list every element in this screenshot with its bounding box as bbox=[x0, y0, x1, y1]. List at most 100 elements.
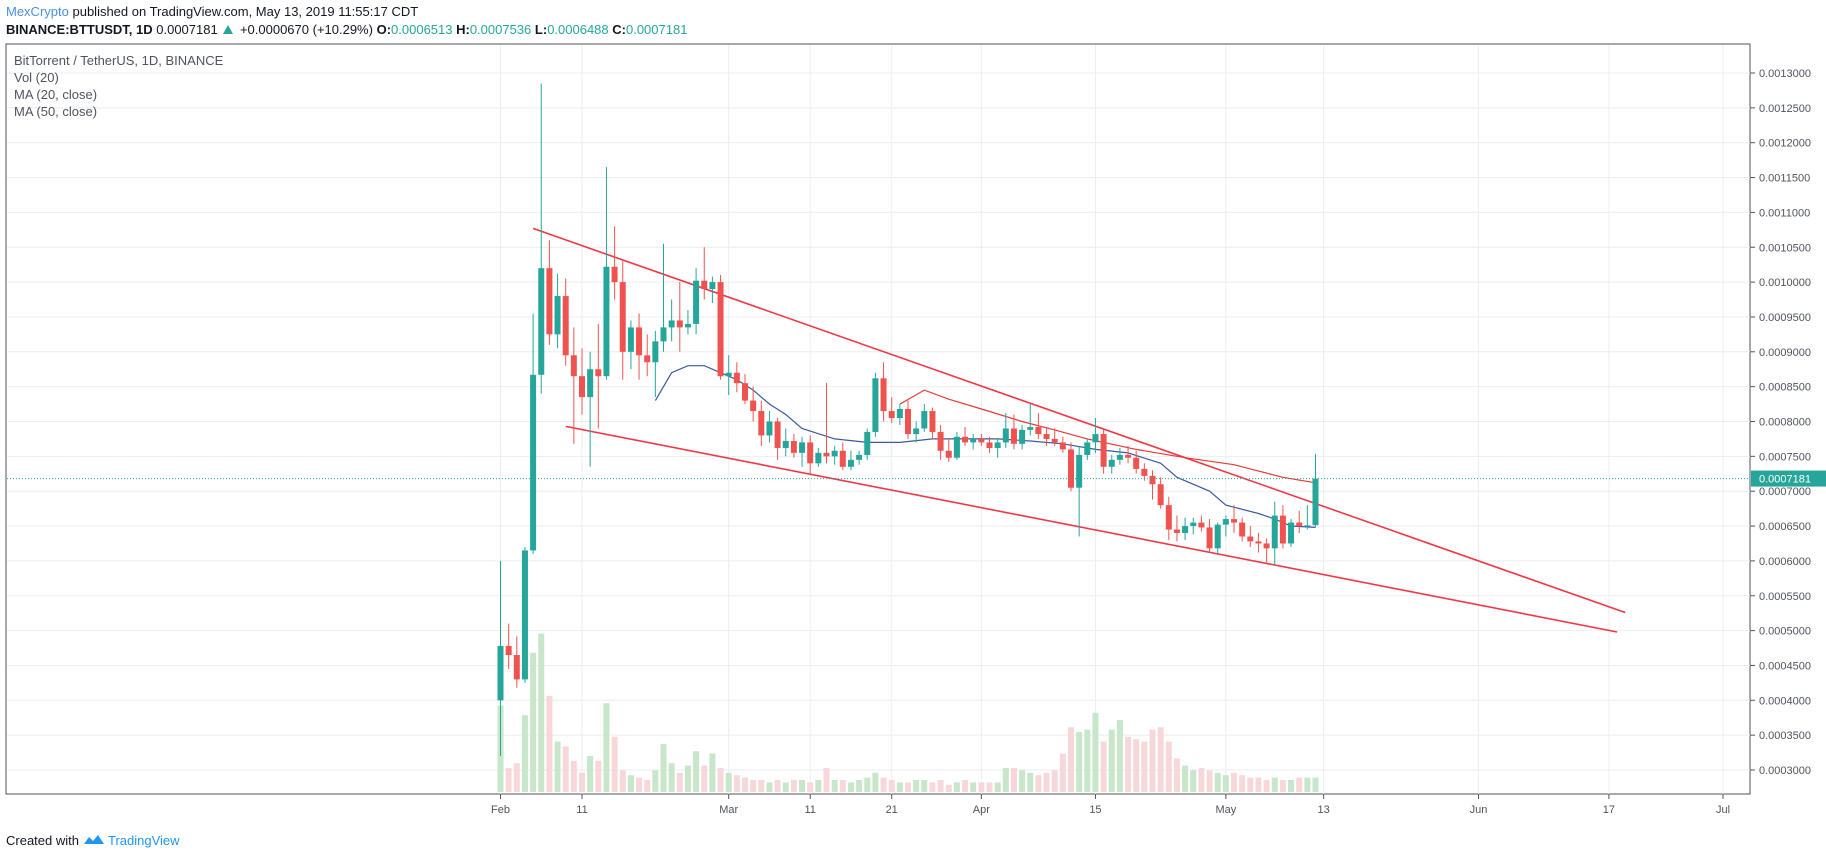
volume-bar bbox=[1149, 729, 1156, 792]
candle-body bbox=[872, 378, 879, 432]
volume-bar bbox=[1312, 777, 1319, 792]
candle-body bbox=[1304, 525, 1311, 527]
candle-body bbox=[1312, 478, 1319, 526]
volume-bar bbox=[847, 782, 854, 792]
volume-bar bbox=[619, 770, 626, 792]
ma20-line bbox=[654, 365, 1316, 528]
volume-bar bbox=[962, 780, 969, 792]
candle-body bbox=[896, 408, 903, 419]
volume-bar bbox=[1010, 768, 1017, 792]
x-tick-label: Apr bbox=[973, 804, 990, 816]
candle-body bbox=[1263, 543, 1270, 549]
y-tick-label: 0.0003500 bbox=[1759, 730, 1811, 742]
legend-ma20[interactable]: MA (20, close) bbox=[14, 87, 98, 102]
legend-ma50[interactable]: MA (50, close) bbox=[14, 104, 98, 119]
volume-bar bbox=[1100, 741, 1107, 792]
candle-body bbox=[937, 431, 944, 451]
volume-bar bbox=[1125, 736, 1132, 792]
candle-body bbox=[831, 450, 838, 457]
volume-bar bbox=[864, 777, 871, 792]
candle-body bbox=[644, 355, 651, 363]
candle-body bbox=[839, 450, 846, 467]
symbol-label: BINANCE:BTTUSDT, 1D bbox=[6, 22, 153, 37]
candle-body bbox=[579, 376, 585, 398]
volume-bar bbox=[888, 780, 895, 792]
candle-body bbox=[1108, 459, 1115, 467]
candle-body bbox=[913, 428, 920, 435]
volume-bar bbox=[1222, 775, 1229, 792]
candle-body bbox=[1084, 442, 1091, 455]
volume-bar bbox=[1051, 770, 1058, 792]
volume-bar bbox=[1157, 727, 1164, 792]
trend-line bbox=[532, 227, 1626, 614]
x-tick-label: Feb bbox=[491, 804, 510, 816]
last-price-label: 0.0007181 bbox=[1759, 474, 1811, 486]
candle-body bbox=[766, 421, 773, 436]
candle-body bbox=[953, 436, 960, 458]
candle-body bbox=[652, 341, 659, 363]
candle-body bbox=[530, 374, 537, 551]
candle-body bbox=[970, 438, 977, 443]
volume-bar bbox=[1116, 720, 1123, 792]
volume-bar bbox=[782, 782, 789, 792]
candle-body bbox=[668, 320, 675, 328]
close-value: 0.0007181 bbox=[625, 22, 688, 37]
y-tick-label: 0.0013000 bbox=[1759, 68, 1811, 80]
volume-bar bbox=[644, 780, 651, 792]
volume-bar bbox=[513, 763, 520, 792]
candle-body bbox=[611, 266, 618, 283]
open-value: 0.0006513 bbox=[391, 22, 453, 37]
candle-body bbox=[774, 421, 781, 448]
volume-bar bbox=[1141, 741, 1148, 792]
candle-body bbox=[905, 408, 911, 435]
candle-body bbox=[847, 459, 854, 467]
volume-bar bbox=[831, 780, 838, 792]
candle-body bbox=[1100, 434, 1107, 467]
candle-body bbox=[725, 372, 732, 377]
volume-bar bbox=[937, 780, 944, 792]
y-tick-label: 0.0012500 bbox=[1759, 103, 1811, 115]
volume-bar bbox=[774, 780, 781, 792]
x-tick-label: Jul bbox=[1716, 804, 1730, 816]
volume-bar bbox=[611, 736, 618, 792]
volume-bar bbox=[1035, 775, 1042, 792]
candle-body bbox=[1076, 454, 1083, 488]
volume-bar bbox=[733, 775, 740, 792]
volume-bar bbox=[815, 780, 822, 792]
volume-bar bbox=[1133, 739, 1140, 792]
y-tick-label: 0.0010000 bbox=[1759, 277, 1811, 289]
candle-body bbox=[619, 282, 626, 352]
volume-bar bbox=[1190, 770, 1197, 792]
volume-bar bbox=[1019, 770, 1026, 792]
volume-bar bbox=[1296, 777, 1303, 792]
candle-body bbox=[538, 268, 545, 375]
y-tick-label: 0.0006500 bbox=[1759, 521, 1811, 533]
footer: Created with TradingView bbox=[6, 833, 180, 848]
volume-bar bbox=[1068, 727, 1074, 792]
volume-bar bbox=[978, 782, 985, 792]
candle-body bbox=[921, 411, 928, 429]
candle-body bbox=[1141, 468, 1148, 476]
volume-bar bbox=[1182, 765, 1189, 792]
candle-body bbox=[1190, 522, 1197, 527]
x-tick-label: 21 bbox=[886, 804, 898, 816]
volume-bar bbox=[1304, 777, 1311, 792]
low-value: 0.0006488 bbox=[547, 22, 609, 37]
candle-body bbox=[1043, 434, 1050, 439]
candle-body bbox=[1035, 427, 1042, 435]
volume-bar bbox=[603, 703, 610, 792]
x-tick-label: 11 bbox=[804, 804, 815, 816]
candle-body bbox=[1157, 484, 1164, 506]
volume-bar bbox=[1059, 753, 1066, 792]
candle-body bbox=[1288, 522, 1295, 544]
volume-bar bbox=[1173, 758, 1180, 792]
author-link[interactable]: MexCrypto bbox=[6, 4, 69, 19]
legend-volume[interactable]: Vol (20) bbox=[14, 70, 59, 85]
volume-bar bbox=[627, 775, 634, 792]
y-tick-label: 0.0012000 bbox=[1759, 138, 1811, 150]
tradingview-link[interactable]: TradingView bbox=[108, 833, 180, 848]
legend-title: BitTorrent / TetherUS, 1D, BINANCE bbox=[14, 53, 224, 68]
volume-bar bbox=[1247, 777, 1254, 792]
